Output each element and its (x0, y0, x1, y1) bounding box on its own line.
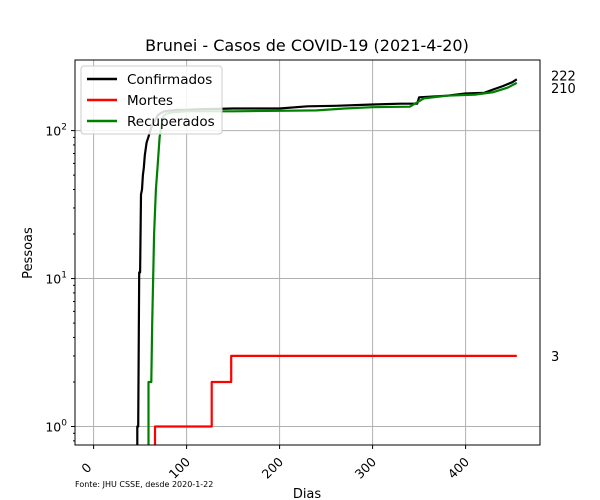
series-layer (136, 78, 518, 445)
x-axis-label: Dias (293, 487, 322, 500)
plot-frame (74, 59, 541, 446)
legend: Confirmados Mortes Recuperados (80, 65, 223, 135)
legend-label-confirmados: Confirmados (127, 72, 212, 88)
source-note: Fonte: JHU CSSE, desde 2020-1-22 (75, 480, 213, 489)
y-axis-label: Pessoas (21, 227, 36, 279)
series-line-recuperados (147, 81, 518, 445)
series-line-confirmados (136, 78, 518, 445)
y-tick-exponent: 1 (61, 271, 67, 281)
chart-title: Brunei - Casos de COVID-19 (2021-4-20) (145, 36, 469, 55)
x-tick-label: 400 (445, 454, 473, 482)
legend-label-recuperados: Recuperados (127, 114, 215, 130)
y-tick-base: 10 (45, 420, 61, 435)
legend-box (80, 65, 223, 135)
end-labels: 222 3 210 (551, 69, 576, 365)
y-tick-label: 101 (45, 271, 67, 287)
y-tick-exponent: 0 (61, 419, 67, 429)
end-label-recuperados: 210 (551, 82, 576, 97)
y-tick-exponent: 2 (61, 123, 67, 133)
y-tick-base: 10 (45, 124, 61, 139)
end-label-confirmados: 222 (551, 69, 576, 84)
y-tick-label: 100 (45, 419, 67, 435)
end-label-mortes: 3 (551, 350, 559, 365)
series-line-mortes (153, 354, 517, 445)
x-tick-label: 100 (166, 454, 194, 482)
x-axis: 0 100 200 300 400 (78, 445, 472, 482)
y-tick-label: 102 (45, 123, 67, 139)
x-tick-label: 0 (78, 460, 94, 476)
x-tick-label: 200 (259, 454, 287, 482)
x-tick-label: 300 (352, 454, 380, 482)
y-tick-base: 10 (45, 272, 61, 287)
legend-label-mortes: Mortes (127, 93, 173, 109)
